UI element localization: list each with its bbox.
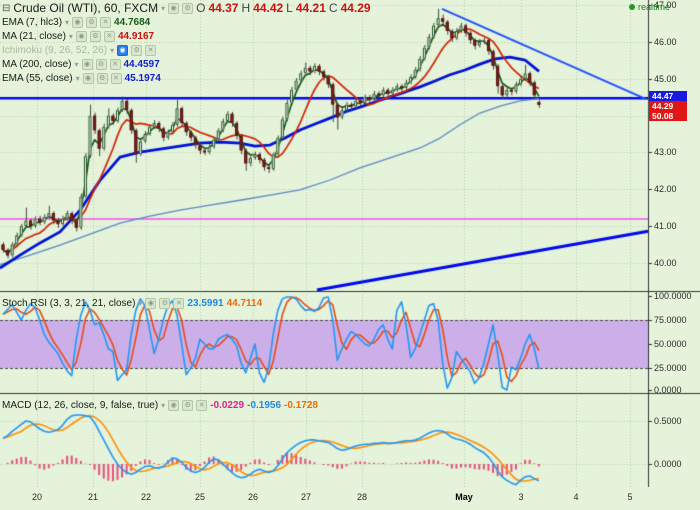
indicator-value: 44.7684 bbox=[114, 16, 151, 28]
indicator-value: 23.5991 bbox=[187, 297, 224, 309]
indicator-value: 44.7114 bbox=[226, 297, 263, 309]
visibility-icon[interactable]: ◉ bbox=[75, 30, 87, 42]
price-tick-label: 100.0000 bbox=[654, 291, 692, 301]
close-label: C bbox=[328, 1, 338, 15]
time-axis-label: 4 bbox=[573, 492, 579, 502]
high-label: H bbox=[241, 1, 251, 15]
time-axis-label: 5 bbox=[627, 492, 633, 502]
time-axis-label: 22 bbox=[140, 492, 152, 502]
indicator-label[interactable]: EMA (7, hlc3) bbox=[2, 16, 63, 28]
price-badge: 44.47 bbox=[649, 91, 687, 101]
indicator-label[interactable]: MACD (12, 26, close, 9, false, true) bbox=[2, 399, 159, 411]
indicator-row-stochrsi: Stoch RSI (3, 3, 21, 21, close) ▾ ◉ ⚙ ✕ … bbox=[2, 297, 262, 309]
indicator-row-ema55: EMA (55, close) ▾ ◉ ⚙ ✕ 45.1974 bbox=[2, 72, 161, 84]
time-axis-label: 20 bbox=[31, 492, 43, 502]
symbol-title[interactable]: Crude Oil (WTI), 60, FXCM bbox=[13, 1, 159, 15]
indicator-value: -0.1956 bbox=[247, 399, 282, 411]
dropdown-arrow-icon[interactable]: ▾ bbox=[110, 45, 115, 55]
close-value: 44.29 bbox=[340, 1, 371, 15]
time-axis-label: 25 bbox=[194, 492, 206, 502]
price-tick-label: 41.00 bbox=[654, 221, 677, 231]
settings-icon[interactable]: ⚙ bbox=[86, 16, 98, 28]
close-icon[interactable]: ✕ bbox=[110, 72, 122, 84]
close-icon[interactable]: ✕ bbox=[173, 297, 185, 309]
indicator-row-ma21: MA (21, close) ▾ ◉ ⚙ ✕ 44.9167 bbox=[2, 30, 154, 42]
time-axis-label: 21 bbox=[87, 492, 99, 502]
settings-icon[interactable]: ⚙ bbox=[89, 30, 101, 42]
open-value: 44.37 bbox=[208, 1, 239, 15]
price-tick-label: 0.5000 bbox=[654, 416, 682, 426]
dropdown-arrow-icon[interactable]: ▾ bbox=[68, 31, 73, 41]
dropdown-arrow-icon[interactable]: ▾ bbox=[161, 400, 166, 410]
high-value: 44.42 bbox=[253, 1, 284, 15]
time-axis-label: 28 bbox=[356, 492, 368, 502]
realtime-label: realtime bbox=[638, 2, 671, 12]
close-icon[interactable]: ✕ bbox=[196, 399, 208, 411]
indicator-label[interactable]: MA (200, close) bbox=[2, 58, 72, 70]
price-tick-label: 0.0000 bbox=[654, 459, 682, 469]
dropdown-arrow-icon[interactable]: ▾ bbox=[138, 298, 143, 308]
indicator-row-ma200: MA (200, close) ▾ ◉ ⚙ ✕ 44.4597 bbox=[2, 58, 160, 70]
indicator-label[interactable]: Ichimoku (9, 26, 52, 26) bbox=[2, 44, 108, 56]
indicator-label[interactable]: EMA (55, close) bbox=[2, 72, 73, 84]
indicator-value: 44.4597 bbox=[123, 58, 160, 70]
price-tick-label: 40.00 bbox=[654, 258, 677, 268]
price-tick-label: 75.0000 bbox=[654, 315, 687, 325]
indicator-row-ema7: EMA (7, hlc3) ▾ ◉ ⚙ ✕ 44.7684 bbox=[2, 16, 150, 28]
settings-icon[interactable]: ⚙ bbox=[95, 58, 107, 70]
settings-icon[interactable]: ⚙ bbox=[182, 399, 194, 411]
price-badge: 50.08 bbox=[649, 111, 687, 121]
close-icon[interactable]: ✕ bbox=[100, 16, 112, 28]
indicator-row-macd: MACD (12, 26, close, 9, false, true) ▾ ◉… bbox=[2, 399, 318, 411]
time-axis-label: 27 bbox=[300, 492, 312, 502]
visibility-icon[interactable]: ◉ bbox=[72, 16, 84, 28]
symbol-header-row: ⊟ Crude Oil (WTI), 60, FXCM ▾ ◉ ⚙ O 44.3… bbox=[2, 1, 371, 15]
indicator-label[interactable]: Stoch RSI (3, 3, 21, 21, close) bbox=[2, 297, 136, 309]
open-label: O bbox=[196, 1, 206, 15]
settings-icon[interactable]: ⚙ bbox=[131, 44, 143, 56]
realtime-indicator: realtime bbox=[629, 2, 670, 12]
visibility-icon[interactable]: ◉ bbox=[145, 297, 157, 309]
settings-icon[interactable]: ⚙ bbox=[96, 72, 108, 84]
indicator-row-ichimoku: Ichimoku (9, 26, 52, 26) ▾ ◉ ⚙ ✕ bbox=[2, 44, 157, 56]
price-tick-label: 45.00 bbox=[654, 74, 677, 84]
visibility-icon[interactable]: ◉ bbox=[81, 58, 93, 70]
price-tick-label: 46.00 bbox=[654, 37, 677, 47]
settings-icon[interactable]: ⚙ bbox=[159, 297, 171, 309]
indicator-value: -0.0229 bbox=[210, 399, 245, 411]
visibility-icon[interactable]: ◉ bbox=[117, 44, 129, 56]
dropdown-arrow-icon[interactable]: ▾ bbox=[161, 3, 166, 13]
low-label: L bbox=[286, 1, 293, 15]
price-tick-label: 25.0000 bbox=[654, 363, 687, 373]
dropdown-arrow-icon[interactable]: ▾ bbox=[74, 59, 79, 69]
price-badge: 44.29 bbox=[649, 101, 687, 111]
time-axis-label: May bbox=[455, 492, 473, 502]
dropdown-arrow-icon[interactable]: ▾ bbox=[75, 73, 80, 83]
dropdown-arrow-icon[interactable]: ▾ bbox=[65, 17, 70, 27]
price-tick-label: 50.0000 bbox=[654, 339, 687, 349]
indicator-label[interactable]: MA (21, close) bbox=[2, 30, 66, 42]
time-axis-label: 3 bbox=[518, 492, 524, 502]
indicator-value: 45.1974 bbox=[124, 72, 161, 84]
indicator-value: -0.1728 bbox=[284, 399, 318, 411]
close-icon[interactable]: ✕ bbox=[145, 44, 157, 56]
time-axis[interactable] bbox=[0, 487, 700, 510]
price-tick-label: 43.00 bbox=[654, 147, 677, 157]
low-value: 44.21 bbox=[295, 1, 326, 15]
time-axis-label: 26 bbox=[247, 492, 259, 502]
price-tick-label: 0.0000 bbox=[654, 385, 682, 395]
visibility-icon[interactable]: ◉ bbox=[168, 399, 180, 411]
close-icon[interactable]: ✕ bbox=[109, 58, 121, 70]
close-icon[interactable]: ✕ bbox=[103, 30, 115, 42]
realtime-dot-icon bbox=[629, 4, 635, 10]
price-tick-label: 42.00 bbox=[654, 184, 677, 194]
visibility-icon[interactable]: ◉ bbox=[168, 2, 180, 14]
settings-icon[interactable]: ⚙ bbox=[182, 2, 194, 14]
visibility-icon[interactable]: ◉ bbox=[82, 72, 94, 84]
indicator-value: 44.9167 bbox=[117, 30, 155, 42]
price-tick-label: 47.00 bbox=[654, 0, 677, 10]
collapse-icon[interactable]: ⊟ bbox=[2, 2, 11, 14]
